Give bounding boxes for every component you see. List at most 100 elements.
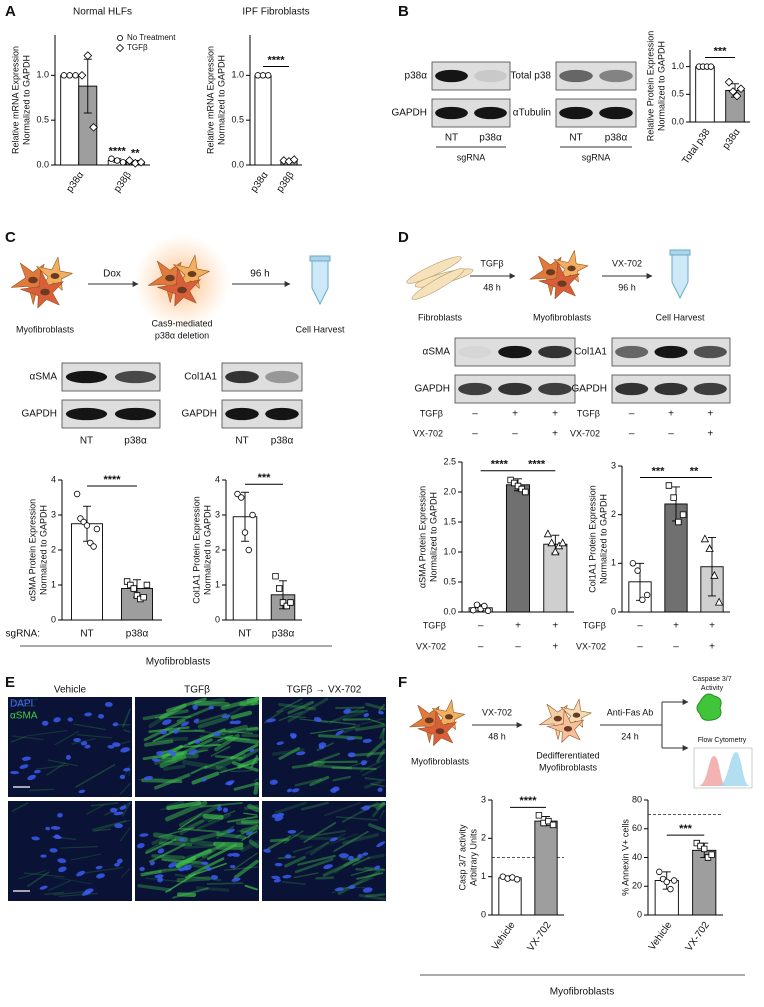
significance: *** xyxy=(679,823,693,835)
fiber xyxy=(214,733,240,752)
data-point xyxy=(108,155,115,162)
fiber xyxy=(165,800,184,810)
nucleus xyxy=(557,280,567,287)
nucleus xyxy=(286,788,293,793)
fiber xyxy=(346,709,368,714)
step-label: VX-702 xyxy=(612,258,642,268)
fiber xyxy=(299,718,328,723)
band xyxy=(435,69,468,83)
legend-marker xyxy=(115,43,125,53)
step-label: 48 h xyxy=(483,282,501,292)
band xyxy=(654,382,688,396)
fiber xyxy=(73,723,107,731)
fiber xyxy=(281,881,307,886)
fiber xyxy=(305,833,346,855)
condition-name: VX-702 xyxy=(413,428,443,438)
data-point xyxy=(140,594,147,601)
fiber xyxy=(104,802,131,816)
nucleus xyxy=(348,855,354,861)
fiber xyxy=(309,775,330,787)
data-point xyxy=(473,601,481,608)
nucleus xyxy=(170,751,177,757)
nucleus xyxy=(269,779,278,785)
blot-row-label: GAPDH xyxy=(571,384,607,395)
fiber xyxy=(373,803,386,808)
y-tick-label: 0 xyxy=(637,909,642,919)
nucleus xyxy=(274,815,284,822)
nucleus xyxy=(273,878,281,883)
fiber xyxy=(332,775,352,782)
band xyxy=(458,345,492,359)
data-point xyxy=(249,511,256,519)
data-point xyxy=(732,91,742,101)
data-point xyxy=(700,534,710,543)
significance: ** xyxy=(690,465,699,477)
fiber xyxy=(342,833,380,845)
band xyxy=(114,407,157,421)
y-tick-label: 0 xyxy=(215,614,220,624)
fiber xyxy=(165,873,196,893)
nucleus xyxy=(225,780,235,785)
band xyxy=(559,69,593,83)
nucleus xyxy=(216,806,222,811)
nucleus xyxy=(249,748,255,752)
bar xyxy=(692,849,717,916)
condition-sign: – xyxy=(668,429,674,440)
fiber xyxy=(159,754,187,769)
y-tick-label: 3 xyxy=(51,509,56,519)
data-point xyxy=(90,543,97,550)
nucleus xyxy=(360,760,367,766)
y-tick-label: 1.0 xyxy=(231,70,244,80)
nucleus xyxy=(227,853,234,857)
blot-row-label: GAPDH xyxy=(21,409,57,420)
fiber xyxy=(316,742,334,752)
y-tick-label: 4 xyxy=(215,474,220,484)
bar xyxy=(254,74,272,166)
nucleus xyxy=(31,836,40,841)
fiber xyxy=(352,856,370,866)
nucleus xyxy=(157,877,164,883)
condition-sign: – xyxy=(629,409,635,420)
fiber xyxy=(237,748,259,762)
data-point xyxy=(707,63,715,70)
fiber xyxy=(128,769,131,776)
nucleus xyxy=(234,720,242,725)
data-point xyxy=(540,819,547,827)
fiber xyxy=(315,876,335,880)
fiber xyxy=(329,711,364,724)
condition-name: TGFβ xyxy=(577,408,600,418)
y-tick-label: 3 xyxy=(611,460,616,470)
nucleus xyxy=(229,720,236,725)
fiber xyxy=(77,734,113,739)
nucleus xyxy=(151,758,161,762)
step-label: TGFβ xyxy=(480,258,503,268)
fiber xyxy=(240,840,260,853)
condition-sign: – xyxy=(673,642,679,653)
fiber xyxy=(144,868,167,875)
fiber xyxy=(84,866,124,874)
nucleus xyxy=(95,865,103,870)
condition-name: TGFβ xyxy=(583,620,606,630)
fiber xyxy=(27,871,50,887)
fiber xyxy=(75,764,116,788)
nucleus xyxy=(182,865,192,871)
fiber xyxy=(364,780,383,789)
nucleus xyxy=(348,884,356,889)
y-tick-label: 2 xyxy=(611,509,616,519)
y-axis-label: % Annexin V+ cells xyxy=(620,819,630,896)
fiber xyxy=(354,723,386,732)
nucleus xyxy=(104,701,113,707)
nucleus xyxy=(116,858,123,864)
y-tick-label: 0.5 xyxy=(231,115,244,125)
x-tick-label: p38α xyxy=(272,629,295,640)
panel-label: D xyxy=(398,229,409,246)
fiber xyxy=(177,813,202,831)
nucleus xyxy=(377,787,383,792)
fiber xyxy=(318,719,356,726)
data-point xyxy=(656,868,663,876)
y-tick-label: 0.0 xyxy=(36,159,49,169)
micrograph xyxy=(135,801,259,901)
fiber xyxy=(301,801,329,811)
fiber xyxy=(145,838,177,855)
nucleus xyxy=(40,854,47,858)
